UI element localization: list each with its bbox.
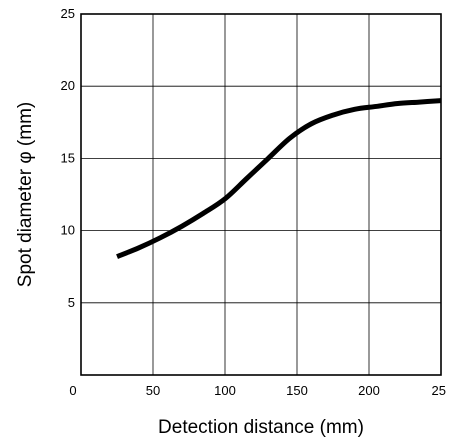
plot-frame (80, 13, 442, 376)
x-tick-label: 0 (69, 383, 76, 398)
y-tick-label: 10 (61, 223, 75, 238)
y-tick-label: 15 (61, 150, 75, 165)
x-tick-label: 50 (146, 383, 160, 398)
series-layer (116, 98, 442, 259)
series-line (116, 98, 442, 259)
x-tick-label: 200 (358, 383, 380, 398)
x-tick-label: 150 (286, 383, 308, 398)
y-tick-label: 5 (68, 295, 75, 310)
y-axis-label: Spot diameter φ (mm) (15, 102, 36, 287)
y-tick-label: 20 (61, 78, 75, 93)
y-tick-label: 25 (61, 6, 75, 21)
y-tick-labels: 5 10 15 20 25 (61, 6, 75, 310)
x-tick-label: 100 (214, 383, 236, 398)
x-tick-label: 25 (432, 383, 446, 398)
grid-lines (81, 14, 441, 375)
x-tick-labels: 0 50 100 150 200 25 (69, 383, 446, 398)
x-axis-label: Detection distance (mm) (158, 417, 364, 438)
